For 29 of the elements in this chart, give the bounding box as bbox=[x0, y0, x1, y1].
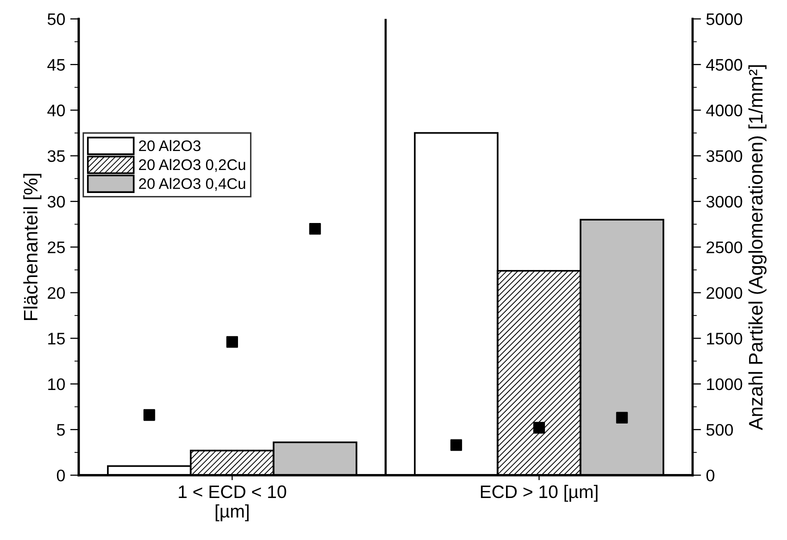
y2-tick-label: 500 bbox=[706, 424, 733, 436]
y-tick-label: 15 bbox=[48, 332, 65, 345]
y2-tick-label: 4000 bbox=[706, 104, 742, 116]
x-tick-label: 1 < ECD < 10 [µm] bbox=[178, 485, 286, 522]
y-tick-label: 50 bbox=[48, 13, 65, 26]
x-tick-label: ECD > 10 [µm] bbox=[480, 484, 598, 502]
legend-label: 20 Al2O3 0,4Cu bbox=[139, 178, 246, 191]
y-tick-label: 30 bbox=[48, 196, 65, 208]
y2-tick-label: 5000 bbox=[706, 13, 742, 26]
legend-label: 20 Al2O3 bbox=[139, 140, 200, 152]
y-axis-title: Flächenanteil [%] bbox=[23, 174, 42, 320]
y-tick-label: 0 bbox=[56, 470, 65, 482]
y2-tick-label: 2500 bbox=[706, 241, 742, 254]
y2-tick-label: 1000 bbox=[707, 378, 742, 390]
y-tick-label: 40 bbox=[47, 104, 65, 116]
y2-axis-title: Anzahl Partikel (Agglomerationen) [1/mm²] bbox=[748, 65, 767, 430]
y2-tick-label: 1500 bbox=[707, 332, 742, 345]
y-tick-label: 20 bbox=[48, 287, 65, 299]
y2-tick-label: 4500 bbox=[706, 58, 742, 71]
y2-tick-label: 2000 bbox=[706, 287, 742, 299]
y-tick-label: 25 bbox=[48, 241, 65, 254]
y-tick-label: 45 bbox=[47, 59, 65, 71]
y2-tick-label: 3500 bbox=[706, 150, 742, 162]
y-tick-label: 10 bbox=[48, 378, 65, 390]
y-tick-label: 35 bbox=[48, 150, 65, 162]
y-tick-label: 5 bbox=[56, 424, 65, 436]
y2-tick-label: 0 bbox=[706, 470, 714, 482]
legend-label: 20 Al2O3 0,2Cu bbox=[139, 158, 246, 172]
y2-tick-label: 3000 bbox=[706, 196, 742, 208]
